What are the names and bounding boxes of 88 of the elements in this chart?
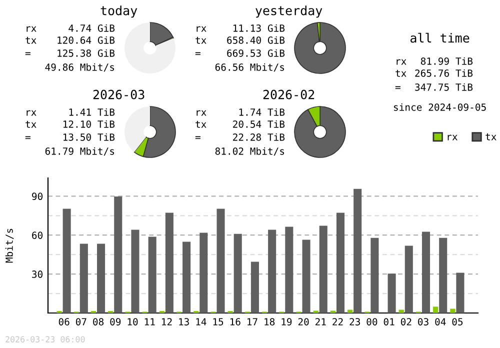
donut-slice — [294, 22, 346, 74]
bar — [97, 244, 106, 313]
bar — [148, 236, 156, 313]
donut-slice — [124, 22, 176, 74]
x-tick-label: 12 — [162, 318, 172, 326]
donut-slice — [124, 106, 150, 152]
bar — [398, 310, 404, 313]
donut-slice — [294, 106, 346, 158]
text: tx 20.54 TiB — [196, 120, 285, 128]
chart-title: yesterday — [256, 6, 322, 18]
text: rx 4.74 GiB — [26, 24, 115, 32]
bar — [114, 196, 122, 313]
x-tick-label: 10 — [128, 318, 138, 326]
donut-slice — [150, 22, 174, 46]
bar — [165, 212, 174, 313]
bar — [302, 240, 310, 313]
text: tx 120.64 GiB — [26, 36, 115, 44]
text: tx 658.40 GiB — [196, 36, 285, 44]
x-tick-label: 11 — [144, 318, 155, 326]
x-tick-label: 17 — [248, 318, 258, 326]
text: all time — [410, 32, 470, 43]
text: = 22.28 TiB — [195, 133, 285, 141]
legend-label: rx — [448, 134, 458, 140]
text: 61.79 Mbit/s — [45, 147, 114, 156]
bar — [439, 238, 448, 313]
text: = 347.75 TiB — [395, 83, 473, 91]
text: tx 12.10 TiB — [26, 120, 115, 128]
text: = 669.53 GiB — [195, 49, 285, 57]
bar — [347, 310, 353, 313]
x-tick-label: 06 — [58, 318, 70, 326]
x-tick-label: 00 — [366, 318, 378, 326]
bar — [285, 226, 294, 313]
text: = 13.50 TiB — [25, 133, 115, 141]
text: rx 11.13 GiB — [196, 24, 285, 32]
bar — [62, 208, 71, 313]
bar — [250, 262, 259, 313]
y-tick-label: 90 — [32, 192, 43, 200]
x-tick-label: 23 — [350, 318, 360, 326]
bar — [182, 242, 191, 313]
x-tick-label: 01 — [384, 318, 394, 326]
bar — [450, 308, 456, 313]
chart-title: 2026-03 — [93, 90, 144, 100]
x-tick-label: 13 — [179, 318, 189, 326]
bar — [131, 230, 140, 313]
x-tick-label: 09 — [110, 318, 121, 326]
x-tick-label: 22 — [332, 318, 343, 326]
y-axis-title: Mbit/s — [5, 228, 14, 263]
bar — [354, 188, 362, 313]
bar — [388, 274, 396, 313]
text: 49.86 Mbit/s — [45, 63, 114, 72]
x-tick-label: 07 — [76, 318, 86, 326]
bar — [422, 232, 430, 313]
bar — [216, 208, 225, 313]
bar — [234, 234, 242, 313]
bar — [319, 226, 328, 313]
bar — [370, 238, 379, 313]
bar — [456, 272, 464, 313]
bar — [200, 232, 208, 313]
bar — [404, 246, 413, 313]
text: rx 1.74 TiB — [196, 108, 285, 116]
text: 81.02 Mbit/s — [215, 147, 284, 156]
text: rx 81.99 TiB — [396, 57, 473, 65]
x-tick-label: 20 — [298, 318, 309, 326]
chart-title: 2026-02 — [263, 90, 314, 100]
x-tick-label: 05 — [452, 318, 463, 326]
x-tick-label: 02 — [400, 318, 412, 326]
chart-title: today — [100, 6, 138, 18]
x-tick-label: 19 — [282, 318, 292, 326]
text: since 2024-09-05 — [394, 103, 486, 111]
y-tick-label: 60 — [32, 232, 43, 239]
x-tick-label: 16 — [230, 318, 240, 326]
x-tick-label: 15 — [213, 318, 224, 326]
text: = 125.38 GiB — [25, 49, 115, 57]
y-tick-label: 30 — [32, 270, 43, 278]
x-tick-label: 04 — [435, 318, 446, 326]
x-tick-label: 08 — [93, 318, 104, 326]
text: rx 1.41 TiB — [26, 108, 115, 116]
x-tick-label: 21 — [316, 318, 326, 326]
x-tick-label: 03 — [418, 318, 428, 326]
bar — [336, 212, 344, 313]
bar — [80, 244, 88, 313]
bar — [433, 306, 438, 313]
text: 66.56 Mbit/s — [215, 63, 284, 72]
x-tick-label: 18 — [264, 318, 275, 326]
legend-label: tx — [486, 133, 496, 140]
text: tx 265.76 TiB — [396, 69, 473, 77]
bar — [268, 230, 276, 313]
x-tick-label: 14 — [196, 318, 206, 326]
